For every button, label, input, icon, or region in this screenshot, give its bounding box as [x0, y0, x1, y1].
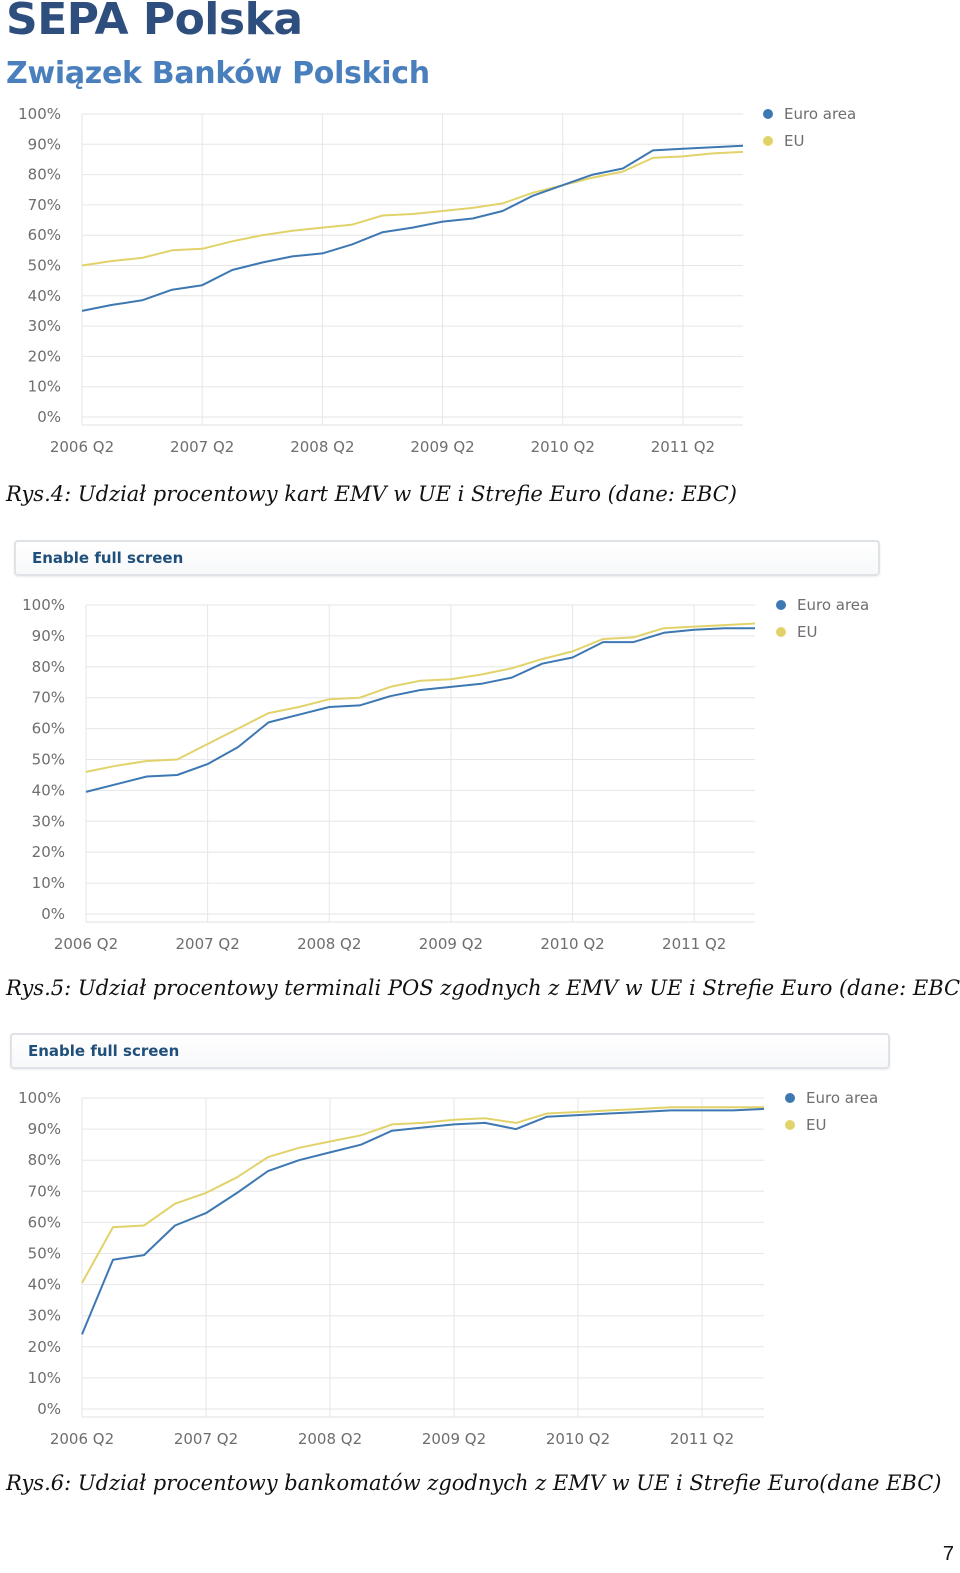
- y-tick-label: 20%: [28, 347, 61, 365]
- y-tick-label: 30%: [28, 317, 61, 335]
- y-tick-label: 60%: [28, 1213, 61, 1231]
- y-tick-label: 50%: [32, 751, 65, 769]
- x-tick-label: 2006 Q2: [50, 438, 114, 456]
- emv-cards-chart: 0% 10% 20% 30% 40% 50% 60% 70% 80% 90% 100% 2006 Q2…: [18, 105, 856, 456]
- x-tick-label: 2010 Q2: [546, 1430, 610, 1448]
- y-tick-label: 100%: [22, 596, 65, 614]
- x-tick-label: 2008 Q2: [298, 1430, 362, 1448]
- series-line-eu: [85, 622, 756, 773]
- y-tick-label: 20%: [28, 1338, 61, 1356]
- x-tick-label: 2011 Q2: [651, 438, 715, 456]
- legend-marker: [776, 600, 786, 610]
- y-tick-label: 20%: [32, 843, 65, 861]
- x-tick-label: 2009 Q2: [410, 438, 474, 456]
- legend-marker: [763, 109, 773, 119]
- y-tick-label: 70%: [28, 196, 61, 214]
- y-tick-label: 60%: [28, 226, 61, 244]
- enable-full-screen-button[interactable]: Enable full screen: [10, 1033, 890, 1069]
- y-tick-label: 90%: [28, 1120, 61, 1138]
- y-tick-label: 0%: [37, 408, 61, 426]
- figure-caption-6: Rys.6: Udział procentowy bankomatów zgod…: [6, 1471, 942, 1495]
- legend-label[interactable]: Euro area: [806, 1089, 878, 1107]
- legend-label[interactable]: Euro area: [797, 596, 869, 614]
- y-tick-label: 40%: [28, 1276, 61, 1294]
- x-tick-label: 2009 Q2: [419, 935, 483, 953]
- y-tick-label: 70%: [28, 1182, 61, 1200]
- legend-marker: [763, 136, 773, 146]
- document-subtitle: Związek Banków Polskich: [6, 56, 430, 91]
- x-tick-label: 2011 Q2: [670, 1430, 734, 1448]
- emv-pos-terminals-chart: 0% 10% 20% 30% 40% 50% 60% 70% 80% 90% 100% 2006 Q2…: [22, 596, 869, 953]
- legend-marker: [785, 1093, 795, 1103]
- legend-label[interactable]: EU: [806, 1116, 826, 1134]
- legend-label[interactable]: Euro area: [784, 105, 856, 123]
- x-tick-label: 2011 Q2: [662, 935, 726, 953]
- legend-label[interactable]: EU: [784, 132, 804, 150]
- enable-full-screen-label: Enable full screen: [32, 549, 184, 567]
- page-number: 7: [942, 1543, 954, 1565]
- series-line-euro-area: [85, 627, 755, 793]
- y-tick-label: 100%: [18, 105, 61, 123]
- y-tick-label: 30%: [32, 812, 65, 830]
- series-line-euro-area: [81, 1107, 765, 1335]
- y-tick-label: 50%: [28, 257, 61, 275]
- x-tick-label: 2007 Q2: [174, 1430, 238, 1448]
- y-tick-label: 10%: [28, 1369, 61, 1387]
- legend-label[interactable]: EU: [797, 623, 817, 641]
- y-tick-label: 0%: [41, 905, 65, 923]
- y-tick-label: 80%: [28, 166, 61, 184]
- document-title: SEPA Polska: [6, 0, 303, 45]
- series-line-eu: [81, 1106, 764, 1284]
- y-tick-label: 50%: [28, 1245, 61, 1263]
- x-tick-label: 2007 Q2: [175, 935, 239, 953]
- y-tick-label: 0%: [37, 1400, 61, 1418]
- x-tick-label: 2008 Q2: [290, 438, 354, 456]
- y-tick-label: 30%: [28, 1307, 61, 1325]
- series-line-eu: [81, 150, 744, 267]
- emv-atm-chart: 0% 10% 20% 30% 40% 50% 60% 70% 80% 90% 100% 2006 Q2…: [18, 1089, 878, 1448]
- y-tick-label: 80%: [28, 1151, 61, 1169]
- enable-full-screen-label: Enable full screen: [28, 1042, 180, 1060]
- figure-caption-4: Rys.4: Udział procentowy kart EMV w UE i…: [6, 482, 737, 506]
- x-tick-label: 2007 Q2: [170, 438, 234, 456]
- x-tick-label: 2006 Q2: [54, 935, 118, 953]
- legend-marker: [785, 1120, 795, 1130]
- series-line-euro-area: [81, 144, 744, 312]
- x-tick-label: 2009 Q2: [422, 1430, 486, 1448]
- x-tick-label: 2010 Q2: [531, 438, 595, 456]
- y-tick-label: 80%: [32, 658, 65, 676]
- x-tick-label: 2010 Q2: [540, 935, 604, 953]
- enable-full-screen-button[interactable]: Enable full screen: [14, 540, 880, 576]
- figure-caption-5: Rys.5: Udział procentowy terminali POS z…: [6, 976, 960, 1000]
- y-tick-label: 60%: [32, 720, 65, 738]
- y-tick-label: 10%: [28, 378, 61, 396]
- x-tick-label: 2008 Q2: [297, 935, 361, 953]
- y-tick-label: 90%: [28, 135, 61, 153]
- y-tick-label: 90%: [32, 627, 65, 645]
- y-tick-label: 70%: [32, 689, 65, 707]
- y-tick-label: 100%: [18, 1089, 61, 1107]
- y-tick-label: 10%: [32, 874, 65, 892]
- legend-marker: [776, 627, 786, 637]
- y-tick-label: 40%: [28, 287, 61, 305]
- y-tick-label: 40%: [32, 781, 65, 799]
- x-tick-label: 2006 Q2: [50, 1430, 114, 1448]
